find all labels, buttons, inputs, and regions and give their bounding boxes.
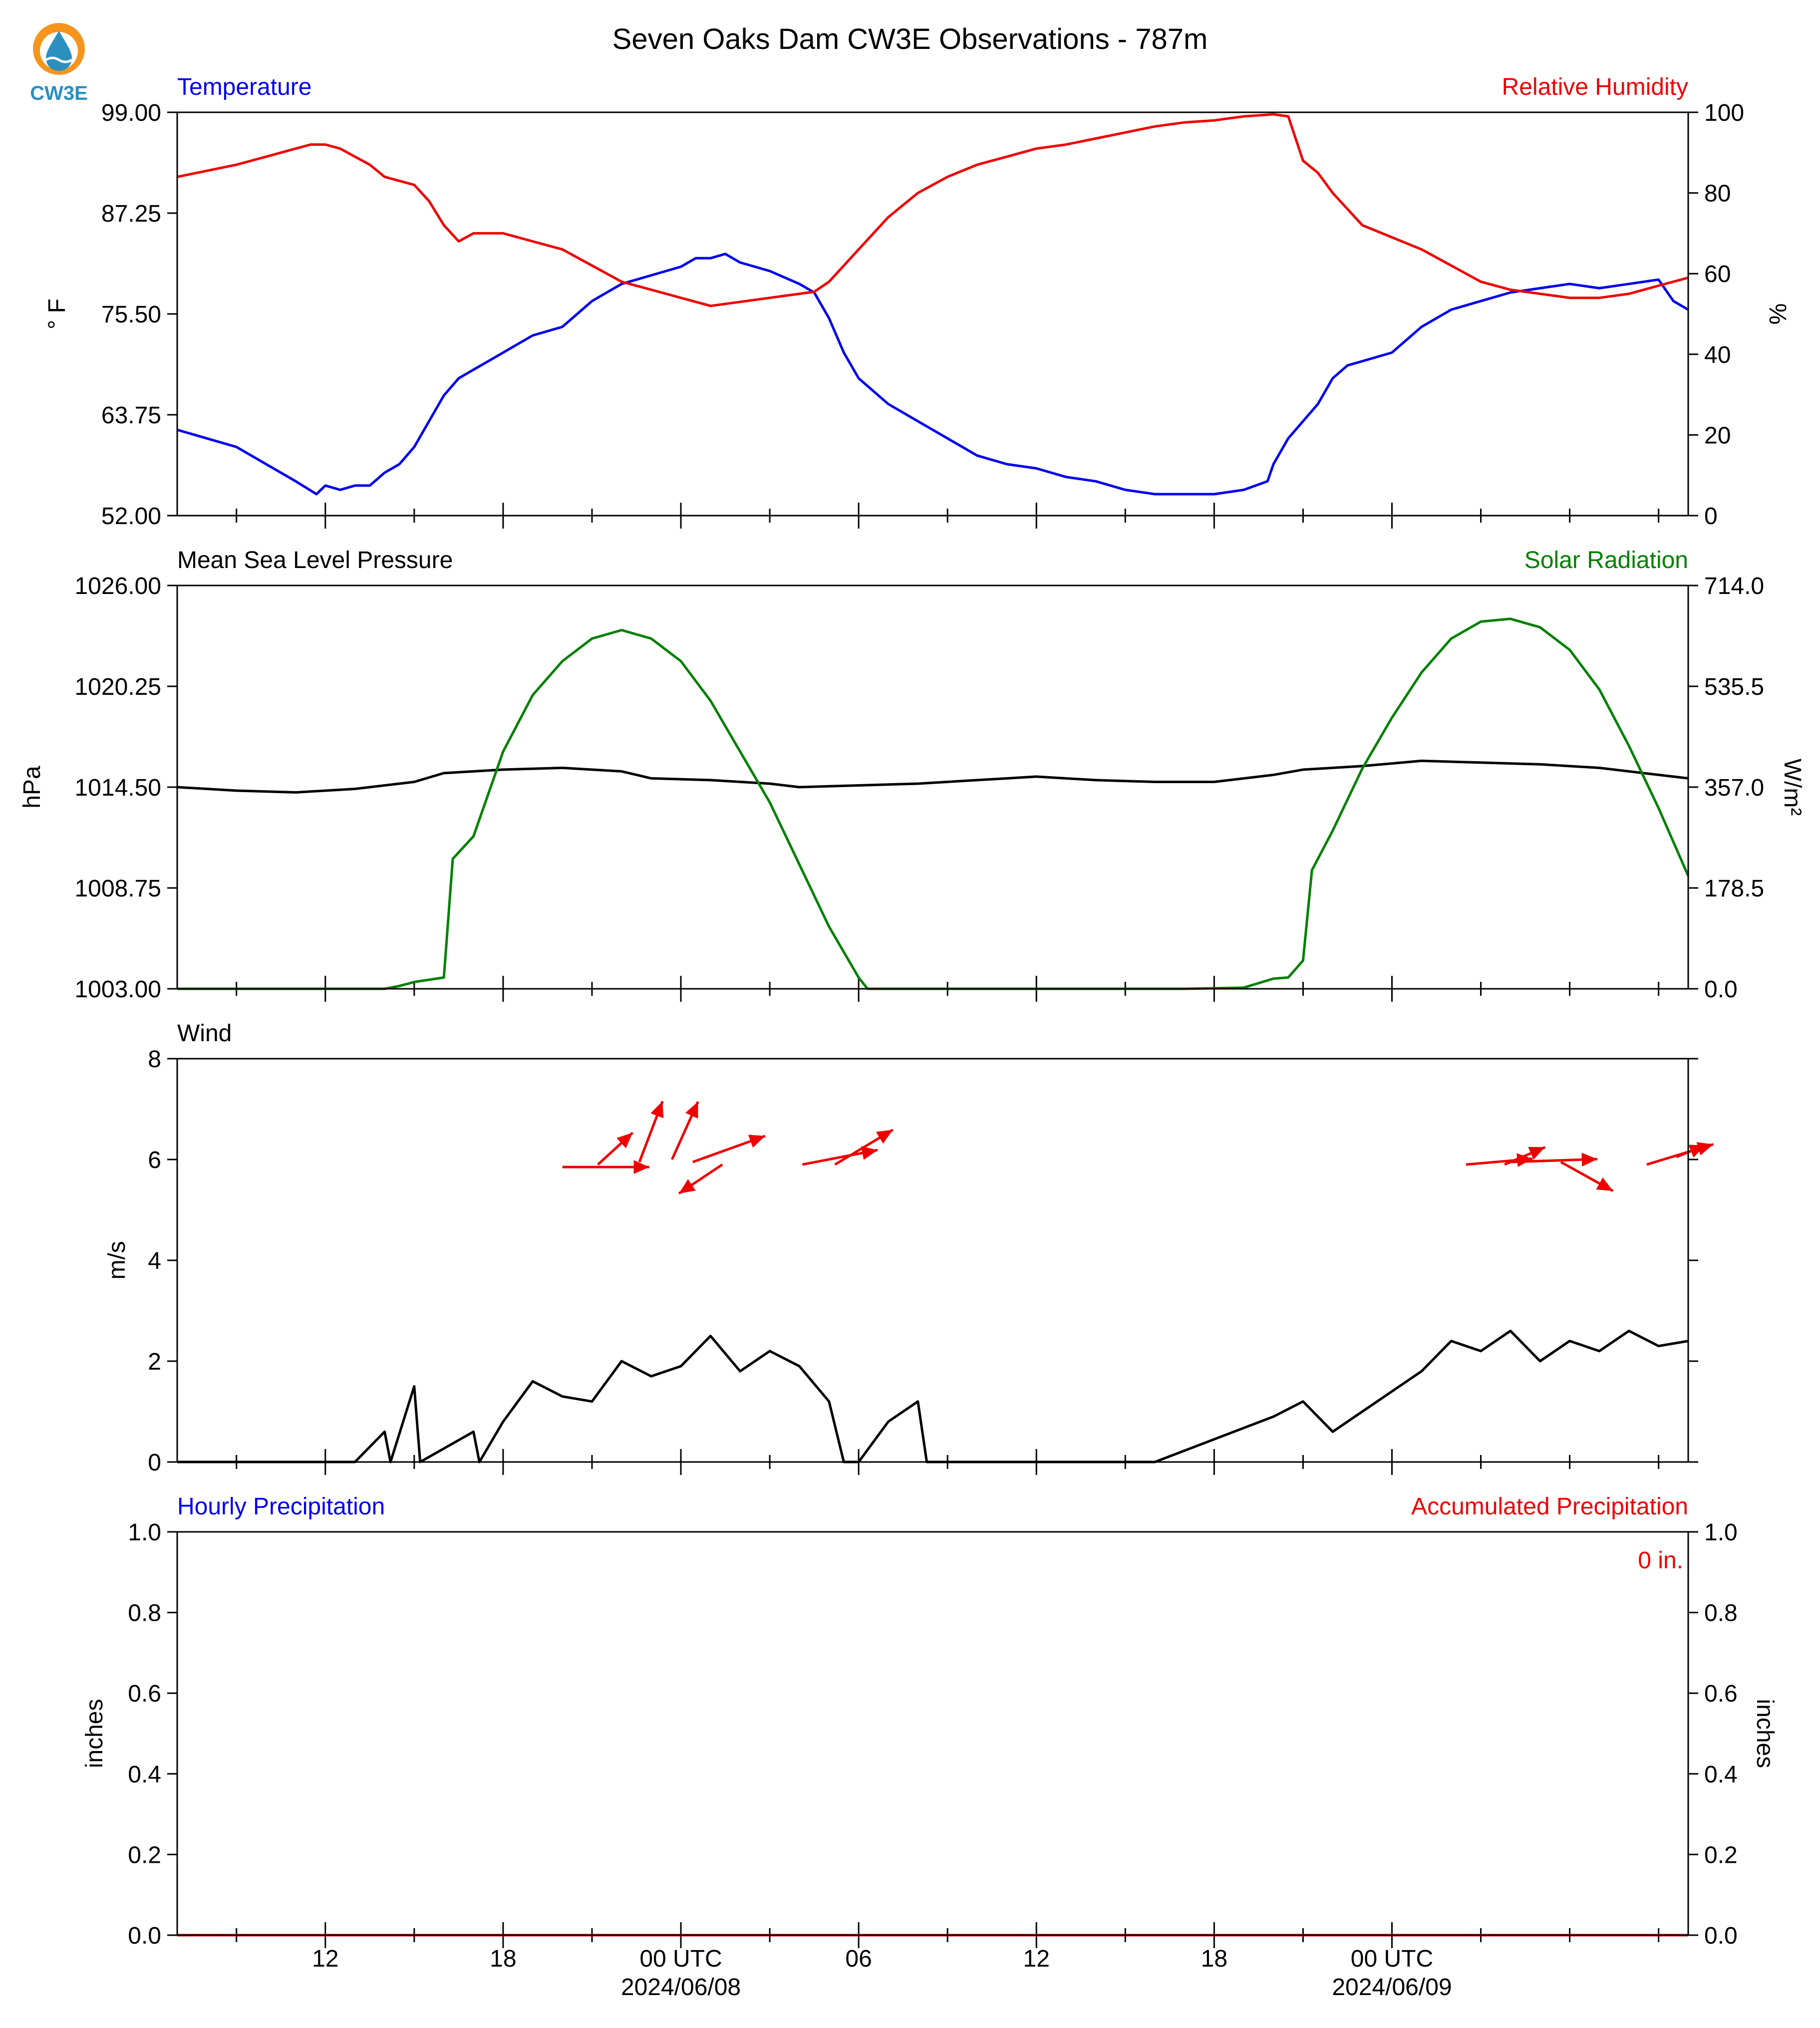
wind-arrow-head <box>633 1160 649 1174</box>
y-tick-label-left: 1026.00 <box>74 573 161 599</box>
x-tick-label: 06 <box>845 1946 872 1972</box>
temperature-line <box>177 253 1689 496</box>
pressure-line <box>177 759 1689 794</box>
wind-arrow-head <box>1528 1147 1545 1160</box>
wind-direction-arrows <box>562 1101 1714 1195</box>
cw3e-logo: CW3E <box>30 23 88 104</box>
y-tick-label-left: 1.0 <box>128 1519 161 1546</box>
wind-arrow-head <box>876 1130 893 1144</box>
y-tick-label-right: 40 <box>1704 342 1731 368</box>
y-tick-label-left: 0.4 <box>128 1761 161 1788</box>
pressure-solar-panel: Mean Sea Level Pressure Solar Radiation … <box>19 547 1806 1003</box>
y-tick-label-left: 63.75 <box>101 402 161 429</box>
y-tick-label-left: 99.00 <box>101 100 161 126</box>
y-tick-label-right: 0.8 <box>1704 1600 1738 1627</box>
x-date-label: 2024/06/08 <box>621 1974 741 2001</box>
y-tick-label-left: 0.6 <box>128 1681 161 1707</box>
wind-panel: Wind m/s 8 6 4 2 0 <box>104 1020 1714 1476</box>
logo-wave-icon <box>45 56 73 63</box>
wind-frame <box>176 1058 1689 1463</box>
y-tick-label-left: 2 <box>148 1349 161 1375</box>
y-tick-label-left: 8 <box>148 1046 161 1073</box>
humidity-label: Relative Humidity <box>1502 74 1688 100</box>
y-tick-label-right: 714.0 <box>1704 573 1764 599</box>
y-tick-label-right: 1.0 <box>1704 1519 1738 1546</box>
humidity-unit: % <box>1764 303 1791 325</box>
x-date-label: 2024/06/09 <box>1332 1974 1452 2001</box>
x-tick-label: 18 <box>490 1946 516 1972</box>
pressure-solar-frame <box>176 584 1689 990</box>
wind-arrow-head <box>1688 1145 1706 1158</box>
precipitation-panel: Hourly Precipitation Accumulated Precipi… <box>81 1493 1778 1949</box>
humidity-line <box>177 113 1689 307</box>
y-tick-label-right: 0 <box>1704 503 1718 530</box>
wind-arrow-head <box>616 1133 633 1149</box>
y-tick-label-right: 357.0 <box>1704 775 1764 801</box>
x-tick-label: 12 <box>1023 1946 1050 1972</box>
y-tick-label-right: 0.0 <box>1704 1923 1738 1949</box>
wind-arrow-head <box>650 1101 664 1119</box>
x-tick-label: 18 <box>1201 1946 1227 1972</box>
x-tick-label: 00 UTC <box>1351 1946 1433 1972</box>
wind-arrow-head <box>679 1179 696 1194</box>
y-tick-label-left: 4 <box>148 1248 161 1274</box>
accum-precip-label: Accumulated Precipitation <box>1411 1493 1688 1520</box>
solar-label: Solar Radiation <box>1524 547 1688 574</box>
y-tick-label-left: 87.25 <box>101 201 161 227</box>
pressure-unit: hPa <box>19 766 45 809</box>
temperature-label: Temperature <box>177 74 311 100</box>
y-tick-label-left: 0.8 <box>128 1600 161 1627</box>
y-tick-label-right: 60 <box>1704 261 1731 288</box>
y-tick-label-right: 0.6 <box>1704 1681 1738 1707</box>
solar-unit: W/m² <box>1779 759 1806 816</box>
wind-arrow-head <box>1596 1177 1613 1191</box>
wind-arrow-head <box>685 1102 698 1119</box>
y-tick-label-left: 6 <box>148 1147 161 1173</box>
y-tick-label-left: 1008.75 <box>74 875 161 902</box>
wind-arrow-head <box>861 1146 878 1160</box>
x-tick-label: 12 <box>312 1946 338 1972</box>
y-tick-label-left: 1014.50 <box>74 775 161 801</box>
y-tick-label-left: 0 <box>148 1449 161 1476</box>
accum-total-annotation: 0 in. <box>1638 1547 1683 1574</box>
temperature-humidity-panel: Temperature Relative Humidity ° F % 99.0… <box>44 74 1791 530</box>
x-tick-label: 00 UTC <box>639 1946 722 1972</box>
y-tick-label-right: 535.5 <box>1704 674 1764 700</box>
y-tick-label-right: 100 <box>1704 100 1744 126</box>
chart-title: Seven Oaks Dam CW3E Observations - 787m <box>612 23 1208 55</box>
hourly-precip-label: Hourly Precipitation <box>177 1493 385 1520</box>
y-tick-label-left: 52.00 <box>101 503 161 530</box>
y-tick-label-left: 1003.00 <box>74 976 161 1003</box>
wind-label: Wind <box>177 1020 232 1047</box>
temperature-humidity-frame <box>176 111 1689 517</box>
accum-precip-unit: inches <box>1752 1699 1778 1768</box>
hourly-precip-unit: inches <box>81 1699 108 1768</box>
temperature-unit: ° F <box>44 298 70 329</box>
y-tick-label-left: 1020.25 <box>74 674 161 700</box>
y-tick-label-left: 0.2 <box>128 1842 161 1868</box>
y-tick-label-right: 20 <box>1704 422 1731 449</box>
wind-unit: m/s <box>104 1241 130 1279</box>
wind-arrow-head <box>748 1135 765 1148</box>
precipitation-frame <box>176 1531 1689 1936</box>
y-tick-label-right: 0.4 <box>1704 1761 1738 1788</box>
y-tick-label-right: 80 <box>1704 181 1731 207</box>
pressure-label: Mean Sea Level Pressure <box>177 547 453 574</box>
y-tick-label-right: 0.0 <box>1704 976 1738 1003</box>
y-tick-label-left: 0.0 <box>128 1923 161 1949</box>
logo-text: CW3E <box>30 82 88 104</box>
y-tick-label-left: 75.50 <box>101 301 161 328</box>
y-tick-label-right: 0.2 <box>1704 1842 1738 1868</box>
wind-arrow-head <box>1581 1153 1597 1167</box>
y-tick-label-right: 178.5 <box>1704 875 1764 902</box>
wind-speed-line <box>177 1329 1689 1463</box>
